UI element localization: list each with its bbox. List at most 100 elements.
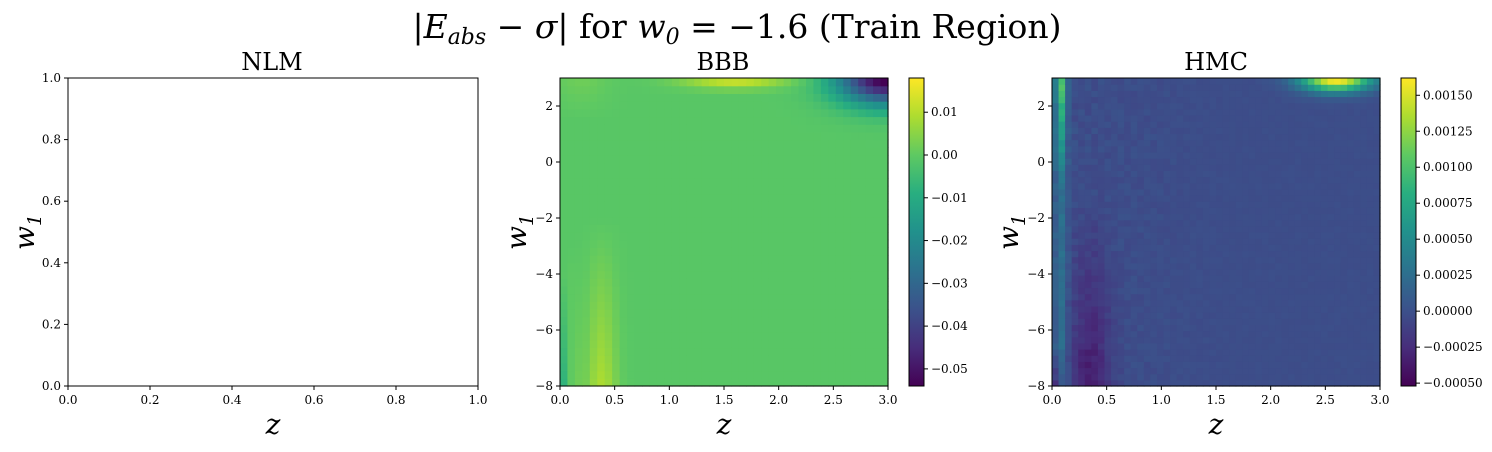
heatmap-cell (1072, 324, 1079, 331)
heatmap-cell (813, 178, 821, 186)
heatmap-cell (776, 278, 784, 286)
heatmap-cell (1091, 214, 1098, 221)
heatmap-cell (709, 309, 717, 317)
heatmap-cell (1282, 294, 1289, 301)
heatmap-cell (1288, 312, 1295, 319)
heatmap-cell (1124, 306, 1131, 313)
heatmap-cell (687, 263, 695, 271)
heatmap-cell (664, 194, 672, 202)
heatmap-cell (1275, 349, 1282, 356)
heatmap-cell (1164, 318, 1171, 325)
heatmap-cell (560, 278, 568, 286)
heatmap-cell (1203, 275, 1210, 282)
heatmap-cell (687, 170, 695, 178)
heatmap-cell (1131, 238, 1138, 245)
heatmap-cell (754, 309, 762, 317)
heatmap-cell (709, 286, 717, 294)
heatmap-cell (1124, 121, 1131, 128)
heatmap-cell (582, 301, 590, 309)
heatmap-cell (1144, 232, 1151, 239)
heatmap-cell (746, 263, 754, 271)
heatmap-cell (1360, 374, 1367, 381)
heatmap-cell (1091, 331, 1098, 338)
heatmap-cell (731, 294, 739, 302)
heatmap-cell (1203, 368, 1210, 375)
heatmap-cell (1091, 355, 1098, 362)
heatmap-cell (1065, 115, 1072, 122)
heatmap-cell (1314, 287, 1321, 294)
heatmap-cell (1052, 263, 1059, 270)
heatmap-cell (1308, 349, 1315, 356)
heatmap-cell (1150, 201, 1157, 208)
heatmap-cell (1295, 183, 1302, 190)
heatmap-cell (1229, 263, 1236, 270)
heatmap-cell (739, 201, 747, 209)
heatmap-cell (1065, 189, 1072, 196)
heatmap-cell (1170, 275, 1177, 282)
heatmap-cell (612, 140, 620, 148)
heatmap-cell (1354, 90, 1361, 97)
heatmap-cell (1124, 152, 1131, 159)
heatmap-cell (1268, 331, 1275, 338)
heatmap-cell (1249, 133, 1256, 140)
heatmap-cell (1183, 133, 1190, 140)
heatmap-cell (1164, 121, 1171, 128)
heatmap-cell (1065, 275, 1072, 282)
heatmap-cell (1078, 343, 1085, 350)
heatmap-cell (1111, 195, 1118, 202)
heatmap-cell (1085, 103, 1092, 110)
heatmap-cell (635, 155, 643, 163)
heatmap-cell (1059, 183, 1066, 190)
heatmap-cell (799, 93, 807, 101)
heatmap-cell (1295, 275, 1302, 282)
heatmap-cell (1367, 183, 1374, 190)
heatmap-cell (828, 355, 836, 363)
heatmap-cell (679, 247, 687, 255)
heatmap-cell (582, 378, 590, 386)
heatmap-cell (635, 78, 643, 86)
heatmap-cell (1288, 189, 1295, 196)
panel-title-bbb: BBB (697, 48, 750, 76)
heatmap-cell (590, 263, 598, 271)
heatmap-cell (702, 86, 710, 94)
heatmap-cell (1078, 207, 1085, 214)
heatmap-cell (1328, 300, 1335, 307)
heatmap-cell (717, 378, 725, 386)
heatmap-cell (784, 147, 792, 155)
heatmap-cell (1360, 146, 1367, 153)
heatmap-cell (731, 209, 739, 217)
heatmap-cell (1328, 281, 1335, 288)
heatmap-cell (843, 324, 851, 332)
heatmap-cell (1255, 201, 1262, 208)
heatmap-cell (1137, 232, 1144, 239)
heatmap-cell (1321, 146, 1328, 153)
heatmap-cell (1347, 164, 1354, 171)
heatmap-cell (1078, 96, 1085, 103)
heatmap-cell (1065, 127, 1072, 134)
heatmap-cell (754, 332, 762, 340)
heatmap-cell (821, 124, 829, 132)
heatmap-cell (881, 155, 889, 163)
heatmap-cell (858, 117, 866, 125)
heatmap-cell (761, 247, 769, 255)
heatmap-cell (590, 324, 598, 332)
heatmap-cell (1085, 300, 1092, 307)
heatmap-cell (828, 378, 836, 386)
heatmap-cell (1157, 226, 1164, 233)
heatmap-cell (1150, 337, 1157, 344)
heatmap-cell (1268, 318, 1275, 325)
heatmap-cell (1229, 195, 1236, 202)
heatmap-cell (1157, 263, 1164, 270)
heatmap-cell (605, 124, 613, 132)
heatmap-cell (1275, 103, 1282, 110)
heatmap-cell (1137, 294, 1144, 301)
heatmap-cell (1236, 109, 1243, 116)
heatmap-cell (1124, 275, 1131, 282)
heatmap-cell (1052, 349, 1059, 356)
heatmap-cell (1360, 337, 1367, 344)
heatmap-cell (1308, 177, 1315, 184)
heatmap-cell (1118, 287, 1125, 294)
heatmap-cell (851, 217, 859, 225)
heatmap-cell (1328, 195, 1335, 202)
heatmap-cell (1065, 374, 1072, 381)
